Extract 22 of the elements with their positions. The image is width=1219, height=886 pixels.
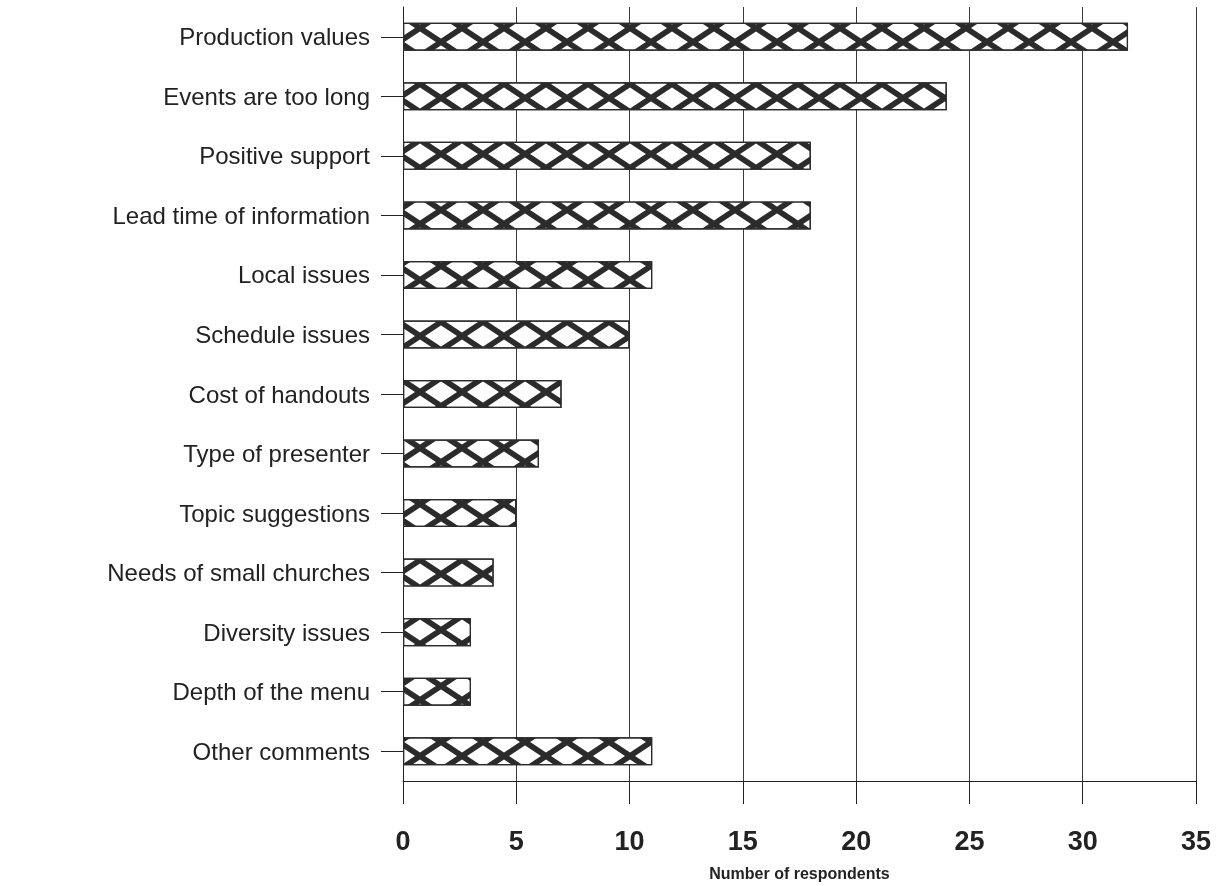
y-tick-label: Local issues: [237, 261, 370, 289]
y-tick-label: Events are too long: [163, 82, 370, 110]
y-tick-label: Depth of the menu: [172, 678, 370, 706]
y-tick-label: Other comments: [192, 737, 370, 765]
x-tick-label: 35: [1180, 825, 1212, 856]
x-tick-label: 25: [954, 825, 985, 856]
y-tick-label: Positive support: [199, 142, 371, 170]
y-tick-label: Lead time of information: [112, 201, 370, 229]
y-tick-label: Cost of handouts: [188, 380, 370, 408]
y-tick-label: Type of presenter: [183, 440, 370, 468]
y-tick-label: Production values: [179, 23, 370, 51]
y-tick-label: Diversity issues: [203, 618, 370, 646]
x-tick-label: 5: [508, 825, 524, 856]
x-tick-label: 10: [614, 825, 645, 856]
x-axis-title: Number of respondents: [709, 864, 890, 882]
x-tick-label: 20: [841, 825, 872, 856]
y-tick-label: Schedule issues: [195, 320, 370, 348]
y-tick-label: Topic suggestions: [179, 499, 370, 527]
x-tick-label: 30: [1067, 825, 1098, 856]
y-tick-label: Needs of small churches: [107, 559, 370, 587]
x-tick-label: 15: [727, 825, 758, 856]
x-tick-label: 0: [395, 825, 411, 856]
